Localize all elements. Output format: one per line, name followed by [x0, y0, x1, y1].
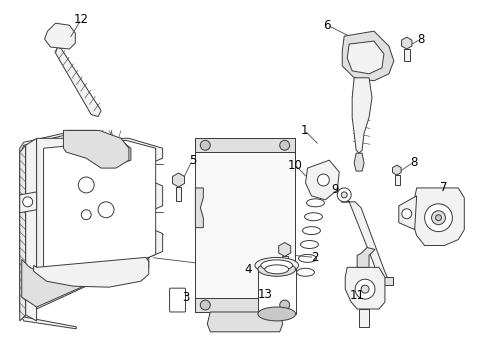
Bar	[404, 49, 410, 61]
Bar	[282, 256, 288, 270]
Circle shape	[23, 197, 33, 207]
Bar	[375, 277, 393, 285]
Bar	[395, 175, 400, 185]
Text: 6: 6	[323, 19, 331, 32]
Text: 9: 9	[332, 184, 339, 197]
Ellipse shape	[258, 307, 295, 321]
Circle shape	[361, 285, 369, 293]
Polygon shape	[20, 192, 37, 213]
FancyBboxPatch shape	[170, 288, 185, 312]
Ellipse shape	[265, 265, 289, 274]
Polygon shape	[20, 130, 76, 329]
Circle shape	[98, 202, 114, 218]
Text: 2: 2	[311, 251, 318, 264]
Ellipse shape	[261, 260, 293, 271]
Circle shape	[402, 209, 412, 219]
Bar	[196, 138, 294, 312]
Polygon shape	[357, 247, 375, 267]
Circle shape	[280, 300, 290, 310]
Text: 8: 8	[417, 33, 424, 46]
Circle shape	[81, 210, 91, 220]
Polygon shape	[63, 130, 129, 168]
Polygon shape	[25, 138, 37, 321]
Bar	[258, 269, 295, 314]
Polygon shape	[20, 145, 25, 321]
Polygon shape	[413, 188, 465, 246]
Polygon shape	[66, 130, 131, 165]
Circle shape	[200, 300, 210, 310]
Text: 10: 10	[288, 159, 303, 172]
Polygon shape	[345, 267, 385, 309]
Ellipse shape	[255, 257, 298, 273]
Polygon shape	[399, 196, 416, 230]
Circle shape	[425, 204, 452, 231]
Polygon shape	[37, 138, 163, 309]
Polygon shape	[354, 153, 364, 171]
Ellipse shape	[258, 262, 295, 276]
Polygon shape	[207, 312, 283, 332]
Polygon shape	[34, 257, 149, 287]
Text: 5: 5	[189, 154, 196, 167]
Circle shape	[280, 140, 290, 150]
Bar	[359, 309, 369, 327]
Bar	[196, 138, 294, 152]
Polygon shape	[196, 188, 203, 228]
Text: 8: 8	[410, 156, 417, 168]
Polygon shape	[352, 78, 372, 153]
Circle shape	[78, 177, 94, 193]
Bar	[175, 187, 181, 201]
Circle shape	[200, 140, 210, 150]
Circle shape	[355, 279, 375, 299]
Polygon shape	[347, 41, 384, 74]
Text: 3: 3	[182, 291, 189, 303]
Circle shape	[337, 188, 351, 202]
Text: 1: 1	[301, 124, 308, 137]
Polygon shape	[44, 140, 156, 301]
Polygon shape	[22, 257, 149, 307]
Polygon shape	[341, 202, 389, 284]
Text: 12: 12	[74, 13, 89, 26]
Polygon shape	[45, 23, 75, 49]
Circle shape	[341, 192, 347, 198]
Circle shape	[436, 215, 441, 221]
Polygon shape	[306, 160, 339, 200]
Text: 4: 4	[244, 263, 252, 276]
Text: 11: 11	[350, 289, 365, 302]
Polygon shape	[342, 31, 394, 81]
Bar	[196, 298, 294, 312]
Text: 7: 7	[440, 181, 447, 194]
Polygon shape	[55, 47, 101, 117]
Circle shape	[432, 211, 445, 225]
Circle shape	[318, 174, 329, 186]
Text: 13: 13	[257, 288, 272, 301]
Bar	[196, 152, 294, 298]
